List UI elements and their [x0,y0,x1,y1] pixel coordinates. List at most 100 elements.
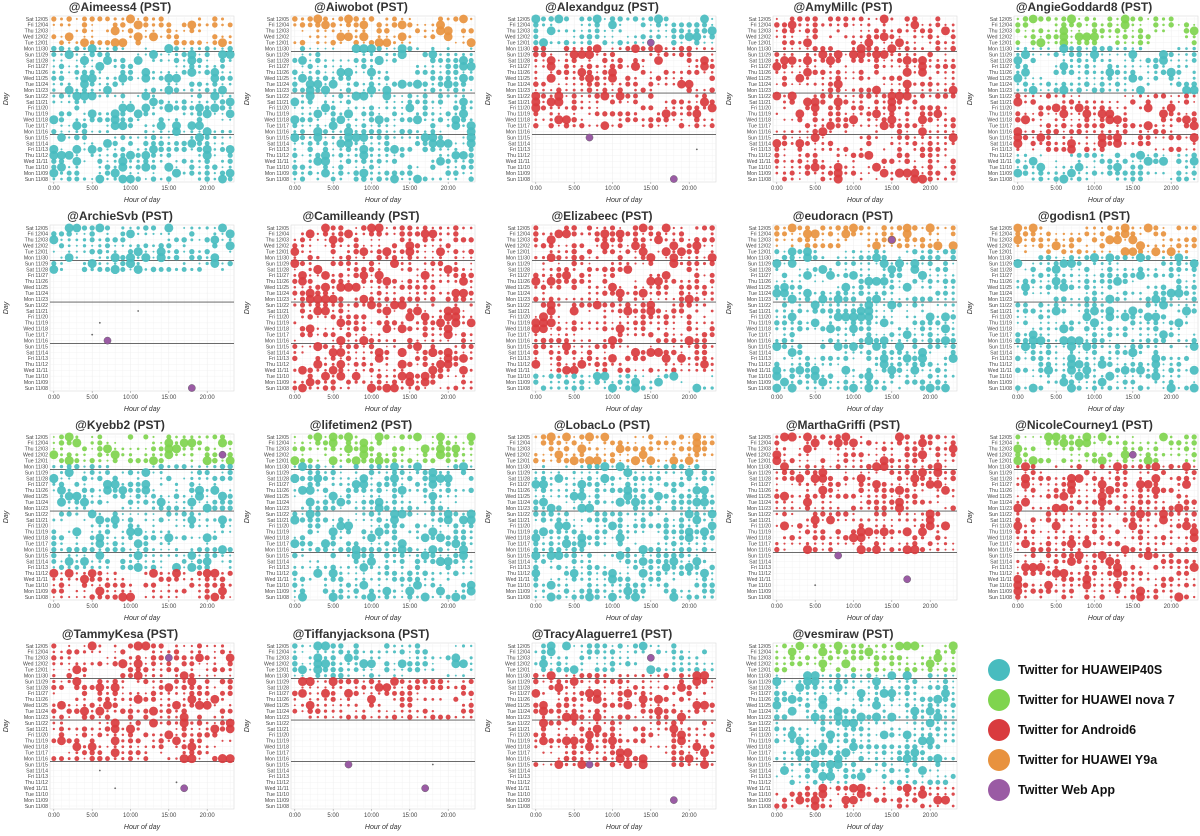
tweet-dot [1128,50,1138,60]
tweet-dot [701,338,708,344]
tweet-dot [98,82,102,86]
tweet-dot [399,237,405,243]
tweet-dot [563,122,570,129]
tweet-dot [711,23,714,26]
tweet-dot [299,325,306,332]
y-tick-label: Sat 12/05 [267,226,289,232]
tweet-dot [866,34,872,40]
tweet-dot [293,321,297,325]
panel-title: @Camilleandy (PST) [302,209,420,223]
tweet-dot [1107,170,1113,176]
tweet-dot [607,336,618,346]
tweet-dot [324,83,327,86]
tweet-dot [370,380,373,384]
tweet-dot [316,35,320,39]
tweet-dot [648,105,654,111]
tweet-dot [1131,88,1134,92]
x-axis-label: Hour of day [606,197,643,204]
tweet-dot [1016,82,1020,86]
tweet-dot [1168,16,1174,22]
y-tick-label: Fri 11/27 [510,64,530,70]
tweet-dot [469,368,473,372]
tweet-dot [783,130,786,133]
tweet-dot [1105,115,1115,125]
tweet-dot [572,297,576,301]
tweet-dot [1055,166,1058,169]
tweet-dot [1070,106,1073,110]
tweet-dot [534,333,538,337]
tweet-dot [684,32,694,42]
tweet-dot [331,374,335,378]
tweet-dot [376,379,382,385]
tweet-dot [293,339,296,342]
tweet-dot [198,88,201,92]
tweet-dot [300,244,305,248]
tweet-dot [783,154,786,157]
tweet-dot [940,324,951,334]
tweet-dot [661,109,671,119]
tweet-dot [882,244,886,247]
y-tick-label: Fri 11/27 [28,64,48,70]
tweet-dot [299,164,306,170]
tweet-dot [669,258,679,269]
tweet-dot [1099,28,1105,34]
tweet-dot [1100,100,1104,104]
tweet-dot [370,375,373,378]
tweet-dot [462,53,465,57]
y-tick-label: Tue 11/17 [507,332,530,338]
y-tick-label: Mon 11/30 [747,255,771,261]
tweet-dot [657,124,660,127]
tweet-dot [625,75,631,81]
tweet-dot [927,320,933,326]
tweet-dot [1085,77,1089,80]
tweet-dot [98,238,102,242]
tweet-dot [672,363,676,366]
tweet-dot [618,362,622,366]
tweet-dot [556,355,562,362]
tweet-dot [66,176,72,182]
panel-aimeess4: @Aimeess4 (PST) Sat 12/05 Fri 12/04 Thu 12/… [0,0,240,209]
tweet-dot [1093,77,1096,80]
tweet-dot [414,28,421,34]
tweet-dot [557,244,560,247]
tweet-dot [680,106,683,110]
tweet-dot [362,82,366,86]
tweet-dot [655,290,662,296]
tweet-dot [944,345,947,348]
tweet-dot [75,232,78,235]
tweet-dot [632,231,639,237]
tweet-dot [797,284,803,290]
tweet-dot [625,385,631,391]
x-tick-label: 5:00 [809,186,821,192]
tweet-dot [936,333,939,336]
tweet-dot [672,226,675,230]
tweet-dot [905,315,909,319]
tweet-dot [889,349,895,355]
tweet-dot [112,81,118,87]
tweet-dot [951,76,955,80]
tweet-dot [362,333,365,336]
tweet-dot [376,158,382,164]
tweet-dot [51,129,57,135]
tweet-dot [774,361,780,368]
tweet-dot [936,232,940,236]
tweet-dot [347,363,350,366]
tweet-dot [905,141,909,146]
tweet-dot [129,244,132,248]
tweet-dot [399,284,405,290]
tweet-dot [852,71,855,74]
tweet-dot [51,52,57,58]
tweet-dot [1162,148,1165,151]
tweet-dot [468,272,474,279]
tweet-dot [1061,69,1067,75]
tweet-dot [944,141,947,145]
tweet-dot [190,100,193,104]
tweet-dot [1022,170,1029,176]
tweet-dot [1031,129,1035,134]
x-tick-label: 10:00 [1087,186,1103,192]
tweet-dot [640,255,646,261]
tweet-dot [384,117,390,123]
y-tick-label: Sat 11/21 [508,100,530,106]
tweet-dot [292,16,298,22]
tweet-dot [632,237,639,243]
